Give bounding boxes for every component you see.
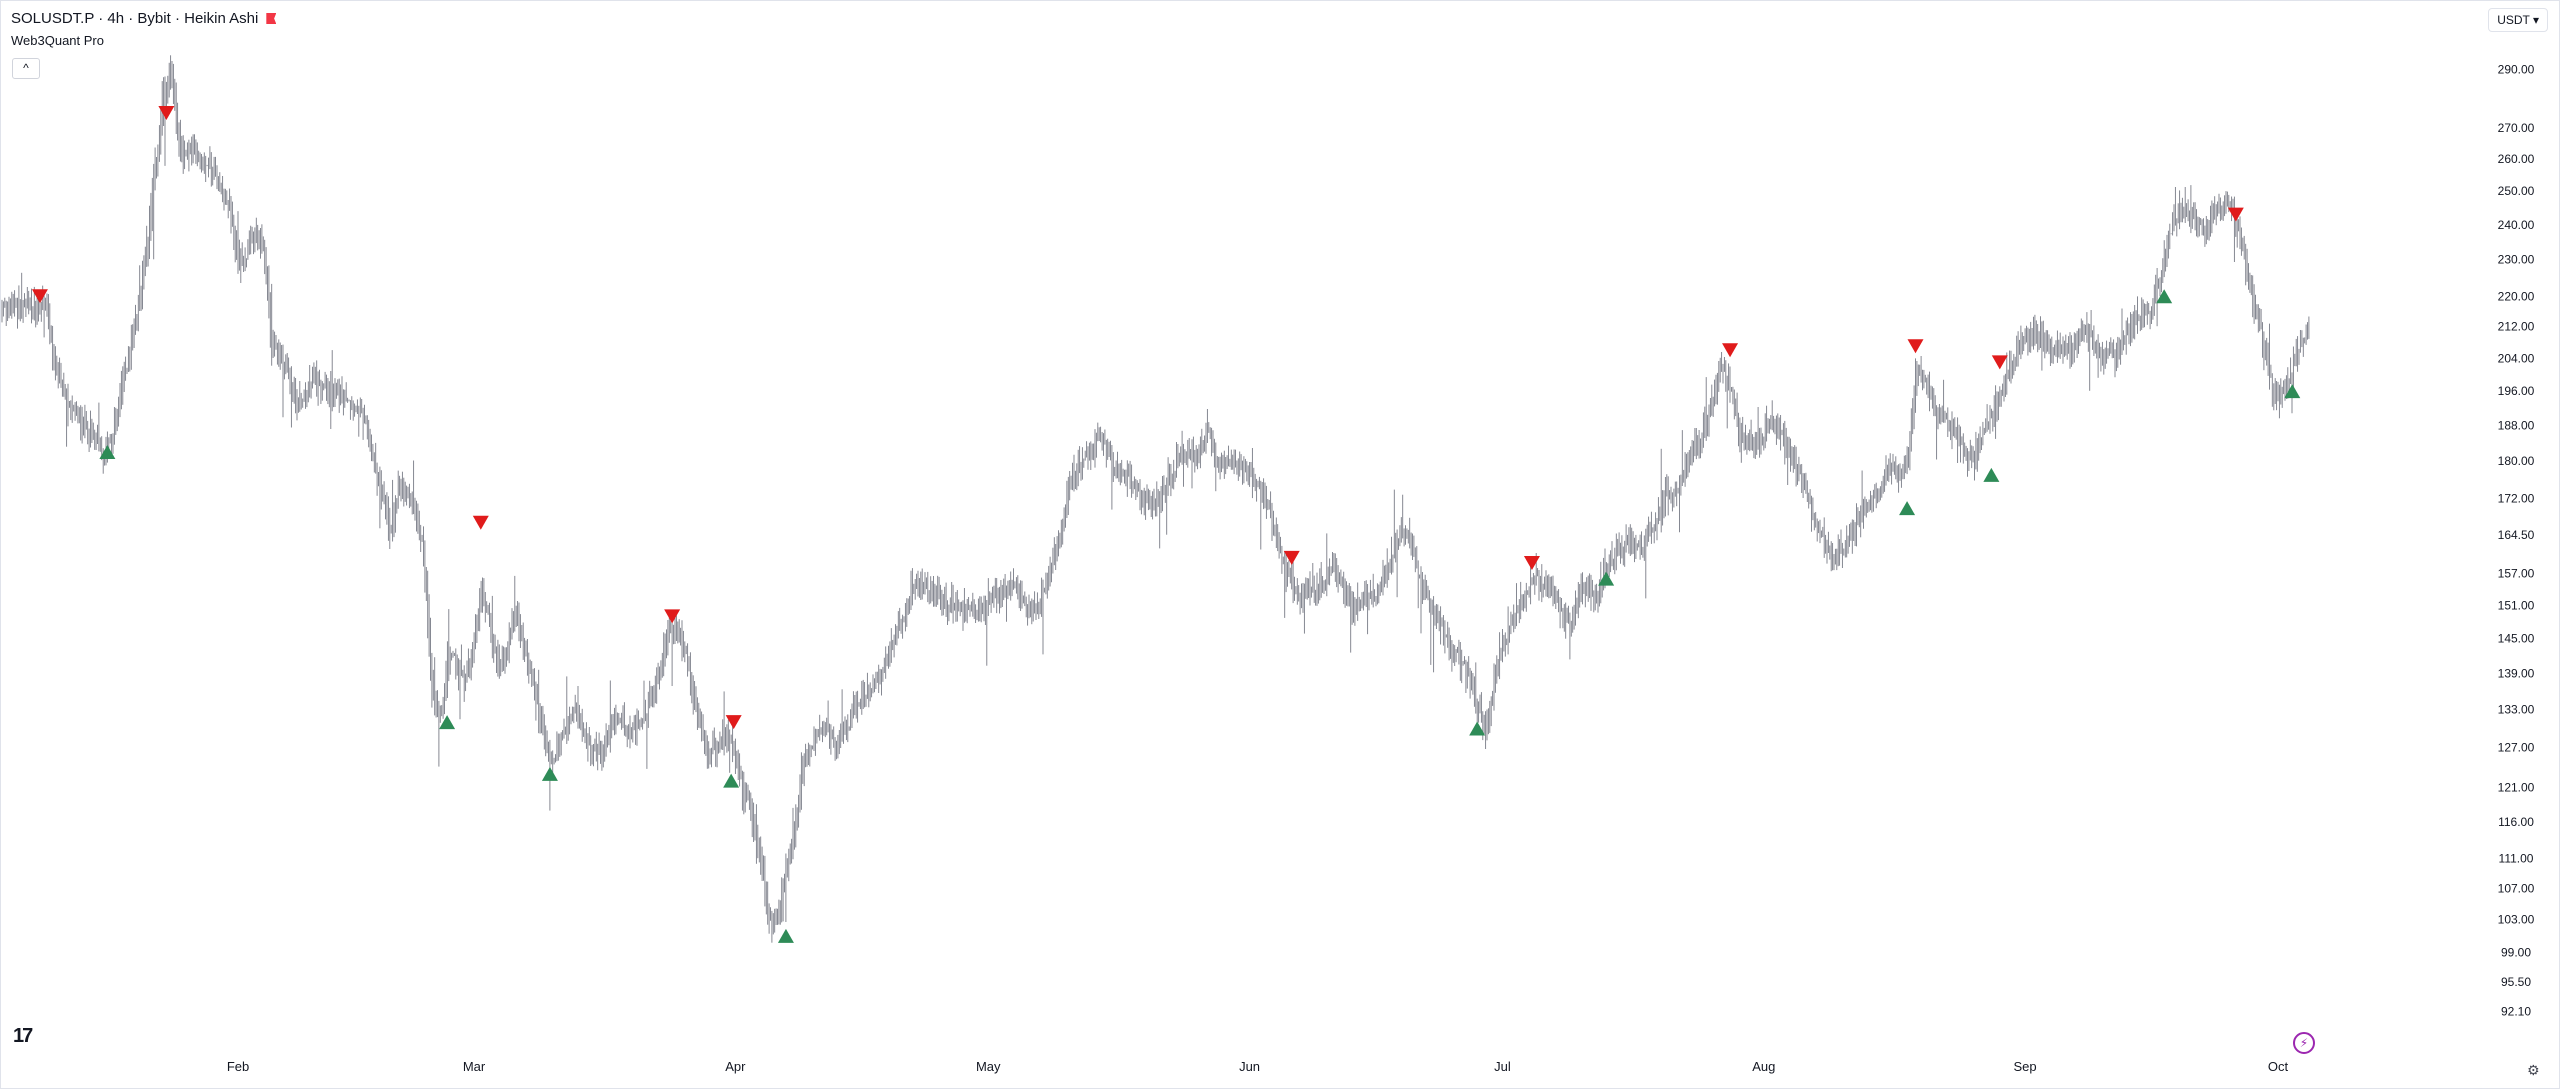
sell-signal-marker (1523, 556, 1540, 571)
price-tick-label: 111.00 (2499, 851, 2534, 865)
sell-signal-marker (1907, 339, 1924, 354)
price-tick-label: 240.00 (2498, 218, 2535, 232)
price-tick-label: 133.00 (2498, 703, 2535, 717)
buy-signal-marker (2284, 384, 2301, 399)
tradingview-logo-icon[interactable]: 17 (13, 1025, 33, 1047)
price-tick-label: 107.00 (2498, 881, 2535, 895)
sell-signal-marker (664, 609, 681, 624)
sell-signal-marker (31, 289, 48, 304)
price-tick-label: 260.00 (2498, 152, 2535, 166)
price-tick-label: 139.00 (2498, 666, 2535, 680)
price-tick-label: 180.00 (2498, 454, 2535, 468)
price-tick-label: 121.00 (2498, 780, 2535, 794)
time-tick-label: Aug (1752, 1059, 1775, 1074)
price-tick-label: 290.00 (2498, 62, 2535, 76)
collapse-button[interactable]: ^ (12, 58, 40, 79)
price-tick-label: 99.00 (2501, 945, 2531, 959)
price-tick-label: 212.00 (2498, 320, 2535, 334)
price-tick-label: 204.00 (2498, 351, 2535, 365)
buy-signal-marker (99, 445, 116, 460)
buy-signal-marker (2156, 289, 2173, 304)
gear-icon[interactable]: ⚙ (2527, 1062, 2540, 1078)
currency-button[interactable]: USDT ▾ (2488, 8, 2548, 32)
buy-signal-marker (439, 715, 456, 730)
price-tick-label: 151.00 (2498, 598, 2535, 612)
sell-signal-marker (472, 515, 489, 530)
price-tick-label: 220.00 (2498, 289, 2535, 303)
time-tick-label: Apr (725, 1059, 746, 1074)
time-tick-label: Mar (463, 1059, 486, 1074)
time-tick-label: Jun (1239, 1059, 1260, 1074)
price-tick-label: 196.00 (2498, 384, 2535, 398)
sell-signal-marker (1991, 355, 2008, 370)
sell-signal-marker (1283, 550, 1300, 565)
indicator-name[interactable]: Web3Quant Pro (11, 33, 104, 48)
sell-signal-marker (725, 715, 742, 730)
time-axis: Feb Mar Apr May Jun Jul Aug Sep Oct (227, 1059, 2289, 1074)
buy-signal-marker (723, 773, 740, 788)
candles-layer (1, 55, 2310, 943)
price-tick-label: 95.50 (2501, 975, 2531, 989)
time-tick-label: Sep (2014, 1059, 2037, 1074)
price-tick-label: 145.00 (2498, 632, 2535, 646)
price-tick-label: 157.00 (2498, 566, 2535, 580)
sell-signal-marker (2227, 207, 2244, 222)
price-tick-label: 230.00 (2498, 253, 2535, 267)
sell-signal-marker (1722, 343, 1739, 358)
buy-signal-marker (1469, 721, 1486, 736)
price-tick-label: 92.10 (2501, 1005, 2531, 1019)
buy-signal-marker (777, 928, 794, 943)
price-tick-label: 116.00 (2498, 815, 2534, 829)
time-tick-label: Oct (2268, 1059, 2289, 1074)
price-tick-label: 164.50 (2498, 528, 2535, 542)
price-tick-label: 103.00 (2498, 913, 2535, 927)
buy-signal-marker (541, 766, 558, 781)
buy-signal-marker (1983, 467, 2000, 482)
sell-signal-marker (158, 105, 175, 120)
flag-icon[interactable] (266, 13, 277, 24)
price-tick-label: 270.00 (2498, 121, 2535, 135)
symbol-legend[interactable]: SOLUSDT.P · 4h · Bybit · Heikin Ashi (11, 9, 277, 29)
signals-layer (31, 105, 2301, 943)
buy-signal-marker (1598, 571, 1615, 586)
price-tick-label: 172.00 (2498, 491, 2535, 505)
price-axis: 290.00 270.00 260.00 250.00 240.00 230.00 220.… (2498, 62, 2535, 1018)
time-tick-label: Jul (1494, 1059, 1511, 1074)
price-tick-label: 188.00 (2498, 418, 2535, 432)
price-tick-label: 127.00 (2498, 741, 2535, 755)
time-tick-label: May (976, 1059, 1001, 1074)
time-tick-label: Feb (227, 1059, 249, 1074)
price-tick-label: 250.00 (2498, 184, 2535, 198)
buy-signal-marker (1899, 501, 1916, 516)
bolt-icon[interactable]: ⚡ (2293, 1032, 2315, 1054)
symbol-line[interactable]: SOLUSDT.P · 4h · Bybit · Heikin Ashi (11, 10, 259, 27)
